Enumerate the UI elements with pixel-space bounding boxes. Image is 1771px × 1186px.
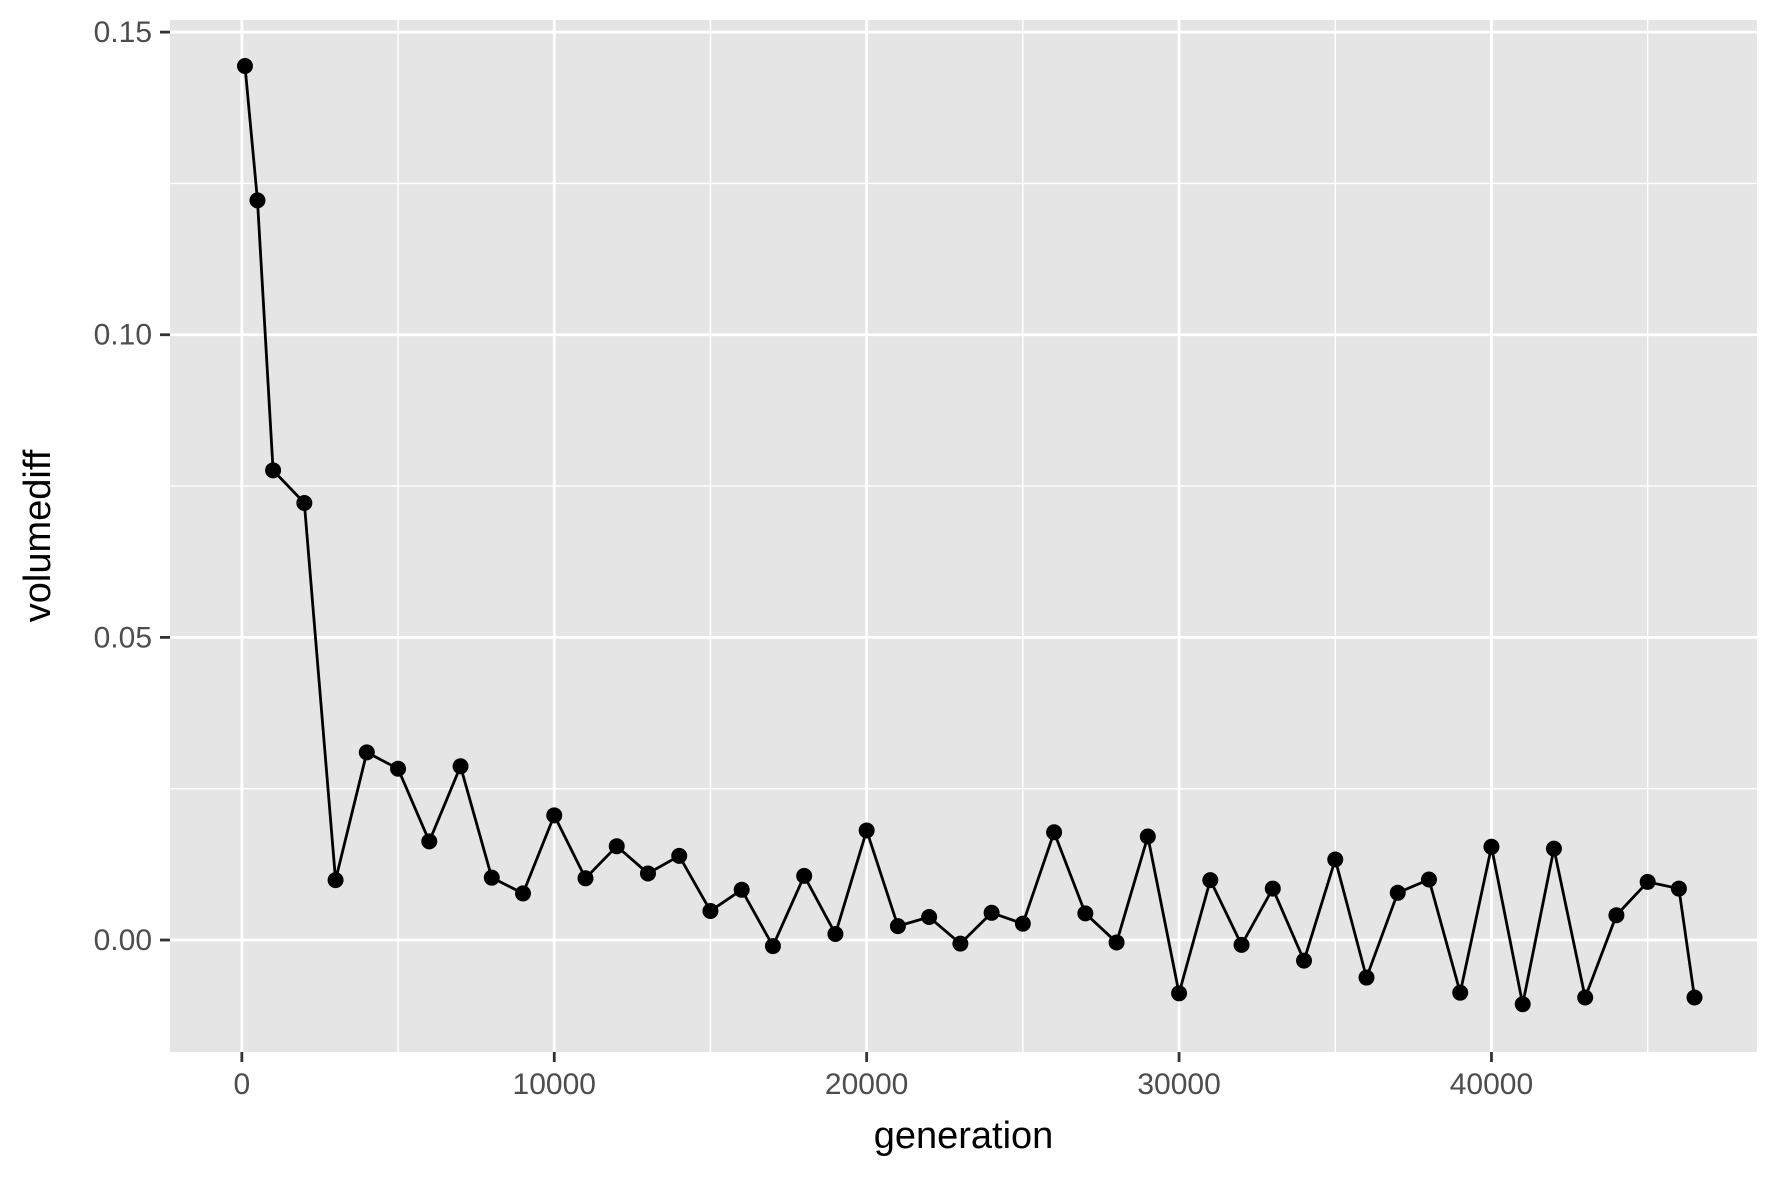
data-point <box>296 495 313 512</box>
data-point <box>702 902 719 919</box>
data-point <box>1358 969 1375 986</box>
data-point <box>452 758 469 775</box>
data-point <box>608 838 625 855</box>
data-point <box>1139 828 1156 845</box>
data-point <box>515 885 532 902</box>
y-tick-label: 0.15 <box>94 16 152 49</box>
data-point <box>265 462 282 479</box>
data-point <box>483 869 500 886</box>
y-tick-label: 0.10 <box>94 319 152 352</box>
data-point <box>952 935 969 952</box>
data-point <box>1420 871 1437 888</box>
data-point <box>327 872 344 889</box>
data-point <box>1327 851 1344 868</box>
data-point <box>1202 872 1219 889</box>
data-point <box>1296 952 1313 969</box>
data-point <box>1171 985 1188 1002</box>
data-point <box>1233 936 1250 953</box>
data-point <box>921 909 938 926</box>
data-point <box>1670 880 1687 897</box>
data-point <box>1514 996 1531 1013</box>
data-point <box>858 822 875 839</box>
x-tick-label: 40000 <box>1450 1068 1533 1101</box>
data-point <box>764 938 781 955</box>
data-point <box>639 865 656 882</box>
data-point <box>358 744 375 761</box>
minor-gridlines <box>170 20 1757 1052</box>
data-point <box>577 870 594 887</box>
y-axis-title: volumediff <box>17 449 59 622</box>
tick-labels: 0 10000 20000 30000 40000 0.00 0.05 0.10 0.15 <box>94 16 1534 1101</box>
data-point <box>1264 880 1281 897</box>
data-point <box>249 192 266 209</box>
data-point <box>671 847 688 864</box>
data-point <box>1577 989 1594 1006</box>
data-point <box>983 904 1000 921</box>
data-point <box>1077 905 1094 922</box>
data-point <box>1639 873 1656 890</box>
data-point <box>1108 934 1125 951</box>
data-point <box>1452 984 1469 1001</box>
data-point <box>390 760 407 777</box>
data-point <box>1686 989 1703 1006</box>
data-point <box>889 918 906 935</box>
data-point <box>827 925 844 942</box>
x-tick-label: 0 <box>234 1068 251 1101</box>
plot-panel <box>170 20 1757 1052</box>
data-point <box>1046 824 1063 841</box>
data-point <box>1389 884 1406 901</box>
data-point <box>1483 838 1500 855</box>
data-point <box>1545 840 1562 857</box>
x-tick-label: 30000 <box>1137 1068 1220 1101</box>
axis-ticks <box>160 30 1493 1062</box>
y-tick-label: 0.05 <box>94 621 152 654</box>
x-axis-title: generation <box>874 1115 1054 1157</box>
data-point <box>733 881 750 898</box>
series-layer <box>236 58 1703 1013</box>
data-point <box>546 807 563 824</box>
x-tick-label: 10000 <box>513 1068 596 1101</box>
data-point <box>796 867 813 884</box>
data-point <box>236 58 253 75</box>
data-point <box>1014 915 1031 932</box>
y-tick-label: 0.00 <box>94 924 152 957</box>
data-point <box>1608 907 1625 924</box>
data-point <box>421 833 438 850</box>
x-tick-label: 20000 <box>825 1068 908 1101</box>
